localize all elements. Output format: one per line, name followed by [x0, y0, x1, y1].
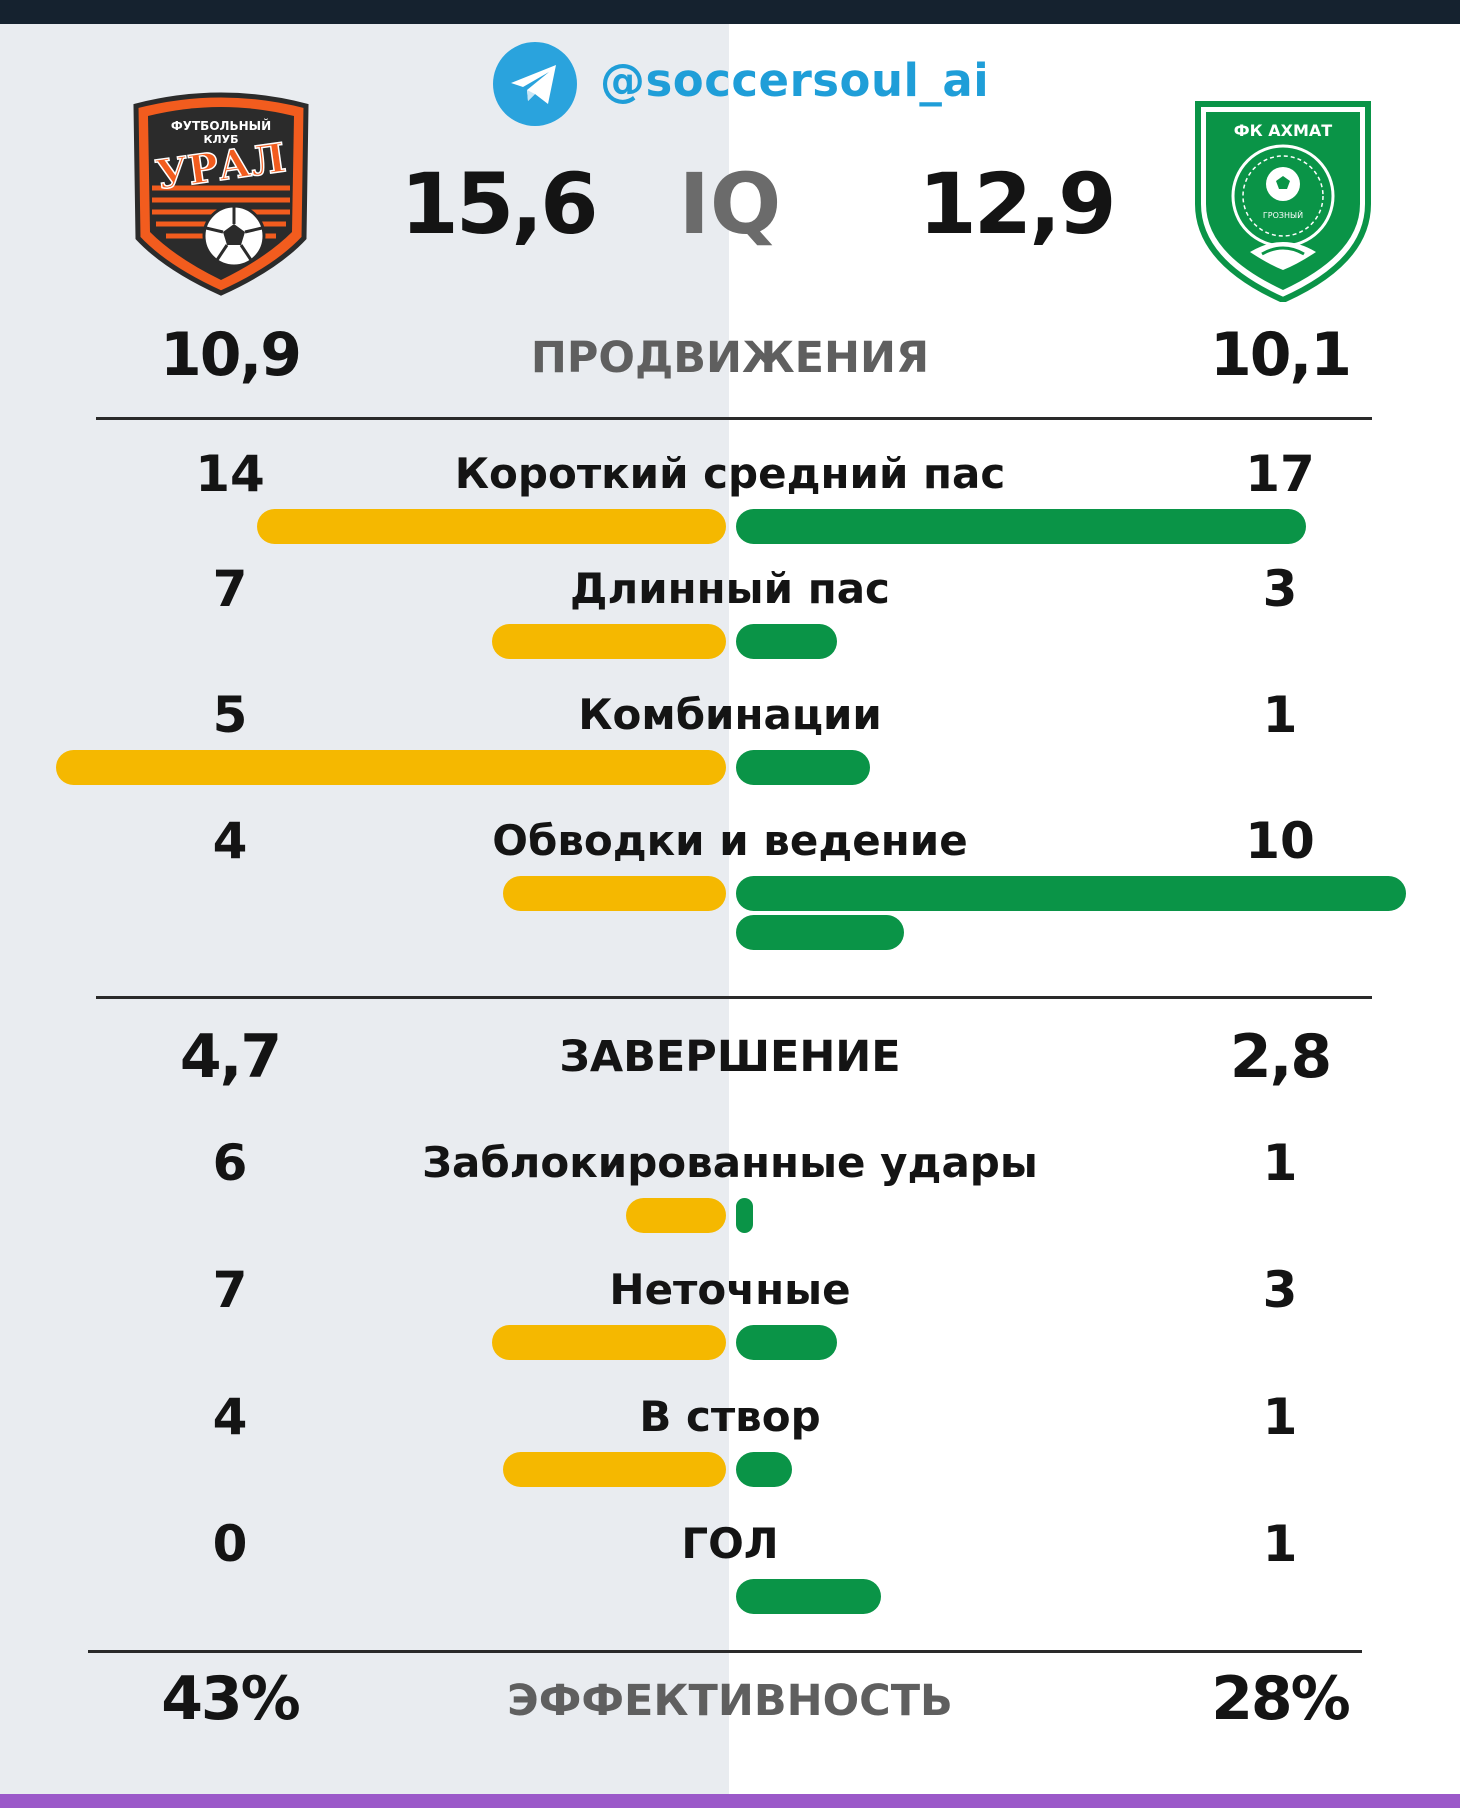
metric-0-1-away-value: 3 — [1262, 560, 1298, 618]
metric-1-0-label: Заблокированные удары — [422, 1138, 1038, 1187]
finishing-label: ЗАВЕРШЕНИЕ — [559, 1032, 901, 1082]
ural-logo: ФУТБОЛЬНЫЙ КЛУБ УРАЛ — [133, 92, 309, 296]
metric-1-1-home-value: 7 — [212, 1261, 248, 1319]
progress-home-value: 10,9 — [159, 320, 302, 390]
metric-1-1-home-bar — [491, 1325, 726, 1360]
metric-1-3-away-value: 1 — [1262, 1515, 1298, 1573]
efficiency-away-value: 28% — [1211, 1664, 1351, 1734]
efficiency-home-value: 43% — [161, 1664, 301, 1734]
metric-1-1-away-bar — [736, 1325, 837, 1360]
ural-logo-text-top: ФУТБОЛЬНЫЙ — [171, 118, 271, 133]
akhmat-logo: ФК АХМАТ ГРОЗНЫЙ — [1195, 101, 1371, 302]
finishing-away-value: 2,8 — [1229, 1022, 1332, 1092]
metric-1-2-away-bar — [736, 1452, 792, 1487]
efficiency-label: ЭФФЕКТИВНОСТЬ — [507, 1676, 953, 1726]
metric-0-1-home-bar — [491, 624, 726, 659]
divider-progress — [96, 417, 1372, 420]
divider-efficiency — [88, 1650, 1362, 1653]
metric-0-0-label: Короткий средний пас — [454, 449, 1006, 498]
metric-1-3-label: ГОЛ — [681, 1519, 779, 1568]
progress-label: ПРОДВИЖЕНИЯ — [530, 333, 930, 383]
ural-logo-text-mid: КЛУБ — [204, 133, 239, 146]
bottom-accent-bar — [0, 1794, 1460, 1808]
metric-0-1-label: Длинный пас — [570, 564, 890, 613]
metric-1-2-home-value: 4 — [212, 1388, 248, 1446]
metric-0-2-away-value: 1 — [1262, 686, 1298, 744]
metric-0-3-away-bar — [736, 876, 1406, 911]
metric-1-2-label: В створ — [639, 1392, 821, 1441]
metric-0-3-home-value: 4 — [212, 812, 248, 870]
metric-0-2-away-bar — [736, 750, 870, 785]
metric-1-1-away-value: 3 — [1262, 1261, 1298, 1319]
metric-0-3-away-value: 10 — [1245, 812, 1315, 870]
metric-1-0-home-bar — [625, 1198, 726, 1233]
metric-0-3-label: Обводки и ведение — [492, 816, 968, 865]
metric-1-0-home-value: 6 — [212, 1134, 248, 1192]
metric-0-0-home-bar — [257, 509, 726, 544]
iq-label: IQ — [678, 155, 782, 253]
metric-1-3-home-value: 0 — [212, 1515, 248, 1573]
home-iq-value: 15,6 — [400, 155, 598, 253]
metric-0-0-away-value: 17 — [1245, 445, 1315, 503]
metric-0-3-away-bar-extra — [736, 915, 904, 950]
channel-handle[interactable]: @soccersoul_ai — [600, 54, 990, 107]
metric-0-0-away-bar — [736, 509, 1306, 544]
metric-0-1-away-bar — [736, 624, 837, 659]
top-bar — [0, 0, 1460, 24]
finishing-home-value: 4,7 — [179, 1022, 282, 1092]
metric-1-1-label: Неточные — [609, 1265, 851, 1314]
metric-0-2-home-bar — [56, 750, 726, 785]
divider-finishing — [96, 996, 1372, 999]
metric-0-0-home-value: 14 — [195, 445, 265, 503]
metric-1-2-away-value: 1 — [1262, 1388, 1298, 1446]
akhmat-logo-city: ГРОЗНЫЙ — [1263, 209, 1303, 220]
metric-0-1-home-value: 7 — [212, 560, 248, 618]
progress-away-value: 10,1 — [1209, 320, 1352, 390]
akhmat-logo-text: ФК АХМАТ — [1234, 121, 1333, 140]
metric-0-3-home-bar — [502, 876, 726, 911]
metric-1-0-away-value: 1 — [1262, 1134, 1298, 1192]
metric-0-2-label: Комбинации — [578, 690, 882, 739]
metric-1-2-home-bar — [502, 1452, 726, 1487]
metric-0-2-home-value: 5 — [212, 686, 248, 744]
metric-1-0-away-bar — [736, 1198, 753, 1233]
telegram-icon — [493, 42, 577, 126]
away-iq-value: 12,9 — [918, 155, 1116, 253]
metric-1-3-away-bar — [736, 1579, 882, 1614]
